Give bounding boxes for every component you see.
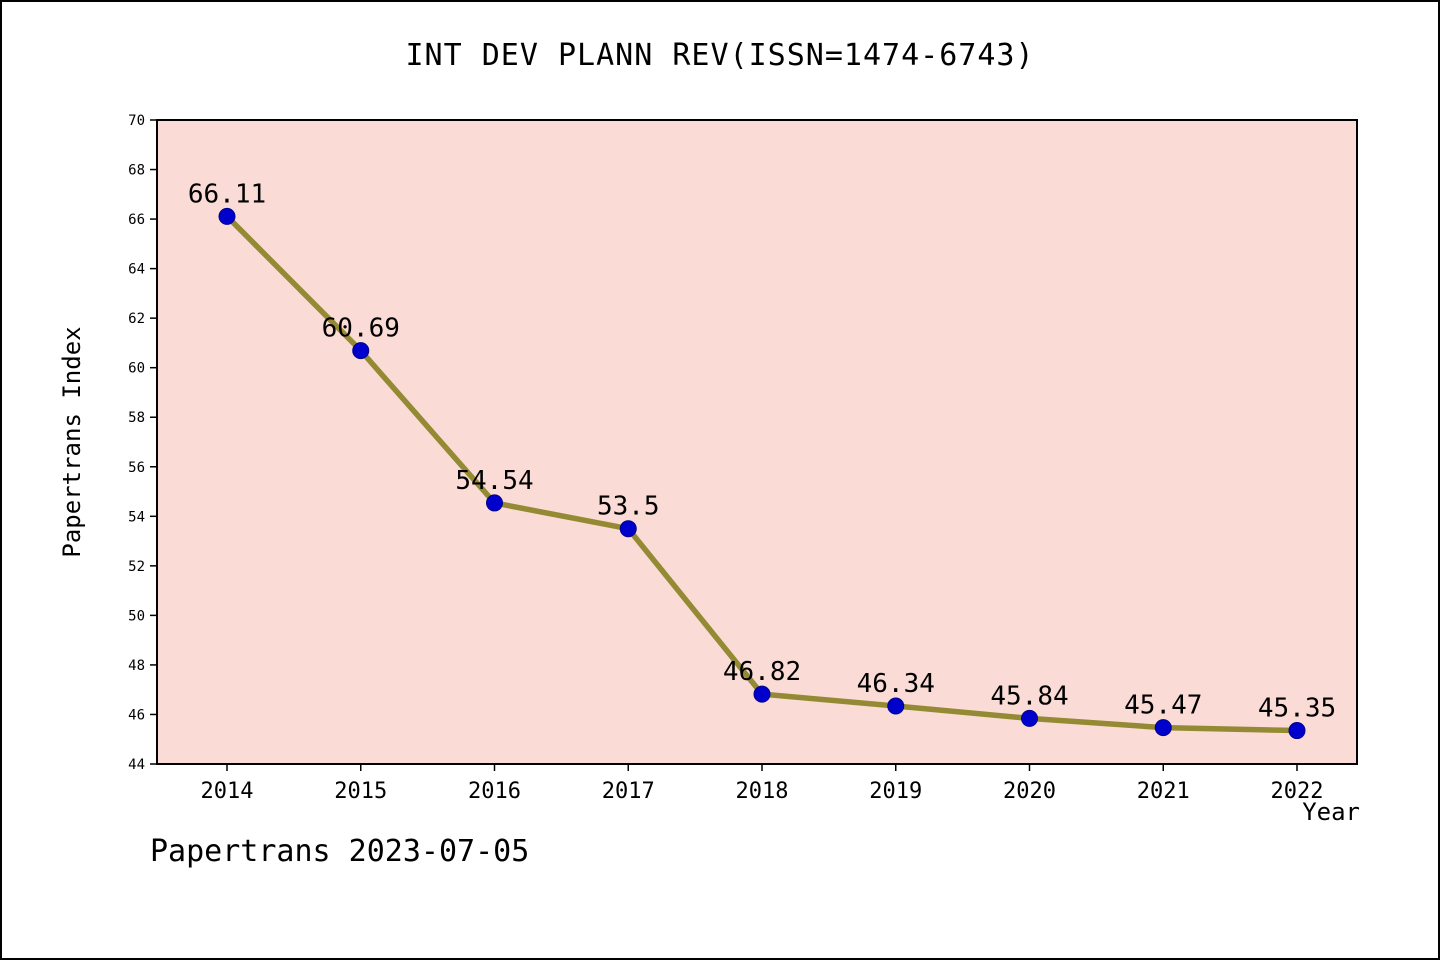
y-tick-label: 48 (128, 658, 145, 674)
data-point-label: 46.34 (857, 669, 935, 699)
data-point (1288, 722, 1306, 740)
data-point (486, 494, 503, 512)
x-tick-label: 2017 (602, 779, 655, 804)
y-tick-label: 60 (128, 361, 145, 377)
y-tick-label: 54 (128, 509, 145, 525)
data-point (1154, 719, 1172, 737)
y-tick-label: 56 (128, 460, 145, 476)
data-point-label: 46.82 (723, 657, 801, 687)
data-point-label: 53.5 (597, 492, 660, 522)
x-tick-label: 2019 (869, 779, 922, 804)
y-tick-label: 50 (128, 608, 145, 624)
y-tick-label: 70 (128, 113, 145, 129)
y-axis-label: Papertrans Index (58, 326, 86, 557)
data-point-label: 54.54 (455, 466, 533, 496)
y-tick-label: 58 (128, 410, 145, 426)
data-point (887, 697, 905, 715)
x-tick-label: 2022 (1271, 779, 1324, 804)
y-tick-label: 68 (128, 163, 145, 179)
y-tick-label: 46 (128, 707, 145, 723)
plot-area (156, 119, 1358, 765)
y-tick-label: 62 (128, 311, 145, 327)
data-point-label: 45.84 (990, 681, 1068, 711)
y-tick-label: 44 (128, 757, 145, 773)
chart-title: INT DEV PLANN REV(ISSN=1474-6743) (405, 38, 1035, 73)
y-tick-label: 64 (128, 262, 145, 278)
watermark-text: Papertrans 2023-07-05 (150, 834, 530, 869)
data-point (352, 342, 370, 360)
x-tick-label: 2016 (468, 779, 521, 804)
x-axis-label: Year (1302, 798, 1360, 826)
data-point (753, 685, 771, 703)
data-point-label: 45.35 (1258, 694, 1336, 724)
data-point (218, 207, 236, 225)
data-point-label: 45.47 (1124, 691, 1202, 721)
x-tick-label: 2014 (201, 779, 254, 804)
data-point (1021, 709, 1038, 727)
y-tick-label: 52 (128, 559, 145, 575)
x-tick-label: 2018 (736, 779, 789, 804)
data-point-label: 66.11 (188, 179, 266, 209)
x-tick-label: 2021 (1137, 779, 1190, 804)
data-point-label: 60.69 (322, 314, 400, 344)
data-point (619, 520, 637, 538)
x-tick-label: 2020 (1003, 779, 1056, 804)
x-tick-label: 2015 (334, 779, 387, 804)
y-tick-label: 66 (128, 212, 145, 228)
